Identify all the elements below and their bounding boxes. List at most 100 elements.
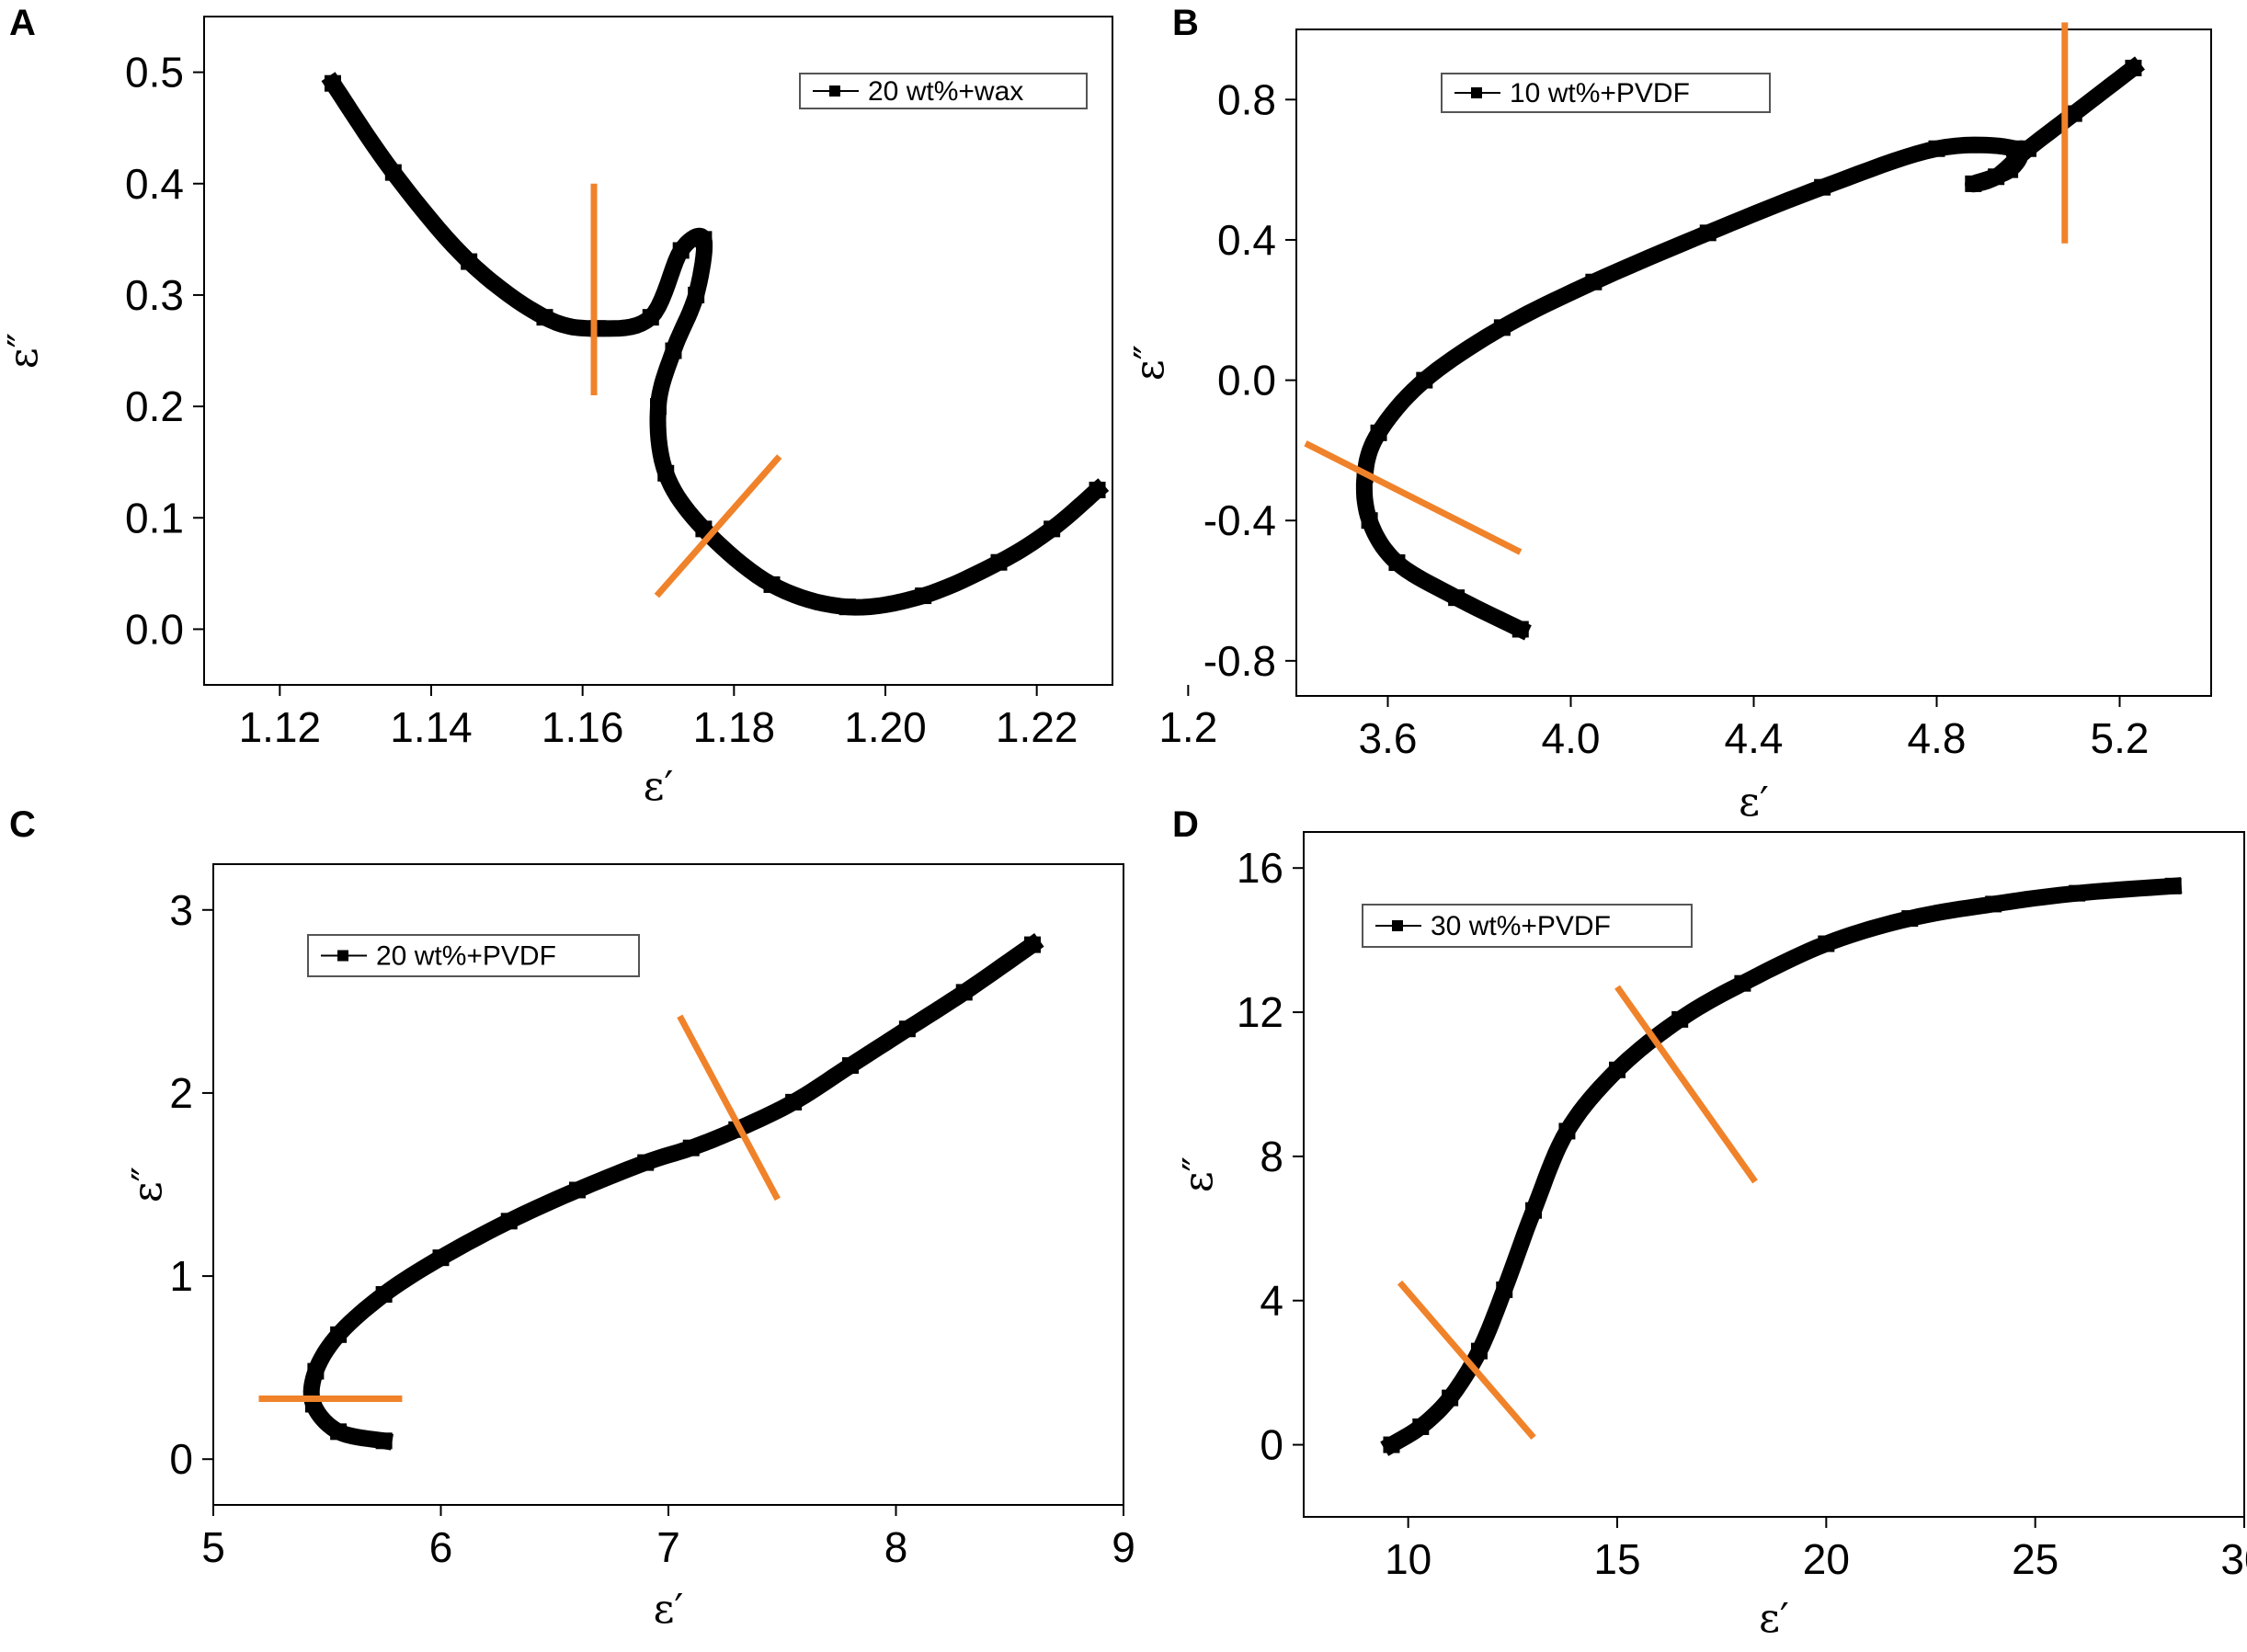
- panel-A: A 1.12 1.14 1.16 1.18 1.20 1.22 1.2 0.0 0.1 0.2 0.3…: [0, 3, 1217, 810]
- data-point: [2065, 105, 2082, 122]
- data-markers: [1383, 877, 2182, 1453]
- data-point: [2002, 161, 2019, 178]
- y-tick-label: -0.4: [1203, 496, 1276, 544]
- x-axis-label: ε′: [654, 1586, 684, 1633]
- data-point: [536, 309, 553, 326]
- x-tick-label: 1.2: [1158, 703, 1217, 751]
- data-point: [330, 1423, 348, 1441]
- data-point: [1412, 1418, 1430, 1435]
- legend-marker: [1471, 87, 1482, 98]
- data-point: [307, 1362, 325, 1380]
- data-point: [461, 253, 478, 270]
- x-tick-label: 1.14: [390, 703, 473, 751]
- data-point: [1585, 273, 1603, 291]
- y-tick-label: 0.8: [1217, 75, 1276, 123]
- y-tick-label: 0.0: [125, 605, 184, 653]
- x-tick-label: 20: [1803, 1535, 1850, 1583]
- annotation-line: [1397, 1280, 1536, 1441]
- panel-letter: B: [1172, 3, 1199, 43]
- x-tick-label: 7: [656, 1523, 680, 1571]
- data-point: [1988, 168, 2005, 186]
- y-tick-label: 0.4: [125, 160, 184, 208]
- data-point: [1496, 1281, 1513, 1298]
- data-point: [324, 74, 341, 92]
- y-tick-label: 0.4: [1217, 216, 1276, 264]
- legend: 20 wt%+wax: [799, 73, 1088, 109]
- data-point: [682, 1139, 700, 1156]
- data-point: [955, 984, 973, 1001]
- data-point: [1470, 1342, 1488, 1360]
- data-point: [642, 309, 659, 326]
- x-axis-label: ε′: [1739, 779, 1769, 826]
- y-tick-label: 0.5: [125, 49, 184, 97]
- x-tick-label: 3.6: [1359, 714, 1418, 762]
- data-point: [1901, 910, 1919, 928]
- data-point: [375, 1432, 393, 1450]
- data-point: [842, 1057, 859, 1075]
- data-point: [1044, 520, 1061, 538]
- legend: 30 wt%+PVDF: [1362, 904, 1693, 948]
- data-point: [432, 1249, 450, 1267]
- data-point: [1361, 512, 1378, 530]
- data-point: [838, 598, 856, 616]
- data-point: [688, 286, 705, 303]
- y-tick-label: 0: [1260, 1421, 1283, 1469]
- x-tick-label: 5: [201, 1523, 225, 1571]
- y-tick-label: 0: [169, 1435, 193, 1483]
- data-point: [1734, 974, 1751, 992]
- data-point: [1448, 589, 1466, 607]
- data-point: [1388, 554, 1406, 571]
- plot-frame: [1303, 831, 2245, 1518]
- x-axis-label: ε′: [644, 763, 674, 810]
- panel-letter: D: [1172, 804, 1199, 845]
- data-point: [1818, 935, 1835, 952]
- x-tick-label: 1.12: [239, 703, 322, 751]
- data-point: [330, 1326, 348, 1343]
- x-tick-label: 5.2: [2091, 714, 2150, 762]
- x-tick-label: 1.22: [996, 703, 1078, 751]
- annotation-line: [1304, 440, 1523, 555]
- data-point: [384, 164, 402, 181]
- data-point: [695, 231, 713, 248]
- y-axis-label: ε″: [124, 1167, 171, 1202]
- y-tick-label: 0.3: [125, 271, 184, 319]
- data-point: [898, 1020, 916, 1038]
- data-point: [650, 398, 667, 416]
- x-tick-label: 6: [429, 1523, 453, 1571]
- data-point: [1814, 178, 1831, 196]
- annotation-line: [677, 1014, 781, 1202]
- y-axis-label: ε″: [1175, 1156, 1222, 1192]
- data-point: [1525, 1202, 1543, 1219]
- data-point: [1965, 175, 1982, 192]
- data-point: [2164, 877, 2182, 894]
- panel-letter: C: [9, 804, 36, 845]
- legend-label: 10 wt%+PVDF: [1510, 78, 1690, 108]
- data-point: [657, 464, 675, 482]
- legend-label: 30 wt%+PVDF: [1431, 911, 1611, 941]
- data-point: [1558, 1122, 1576, 1140]
- x-tick-label: 1.18: [693, 703, 776, 751]
- data-point: [665, 342, 682, 359]
- data-point: [990, 553, 1008, 571]
- data-point: [2069, 884, 2086, 902]
- data-point: [1699, 224, 1717, 242]
- legend: 10 wt%+PVDF: [1441, 73, 1771, 113]
- data-curve: [302, 933, 1044, 1451]
- data-point: [1024, 936, 1041, 953]
- data-markers: [324, 74, 1106, 616]
- y-tick-label: 3: [169, 886, 193, 934]
- panel-C: C 5 6 7 8 9 0 1 2 3 ε′ ε″ 20 wt%+PVDF: [9, 804, 1135, 1633]
- y-axis-label: ε″: [1126, 345, 1173, 381]
- data-point: [1493, 319, 1511, 336]
- data-point: [1511, 621, 1529, 638]
- data-point: [915, 587, 932, 605]
- data-point: [672, 242, 690, 259]
- legend-label: 20 wt%+PVDF: [376, 941, 556, 972]
- x-tick-label: 4.8: [1908, 714, 1967, 762]
- legend-marker: [337, 950, 348, 962]
- annotation-line: [1614, 985, 1758, 1184]
- legend-label: 20 wt%+wax: [868, 76, 1023, 107]
- panel-B: B 3.6 4.0 4.4 4.8 5.2 -0.8 -0.4 0.0 0.4 0.8 ε′ ε″ 10 …: [1126, 3, 2212, 826]
- legend-marker: [1392, 920, 1403, 931]
